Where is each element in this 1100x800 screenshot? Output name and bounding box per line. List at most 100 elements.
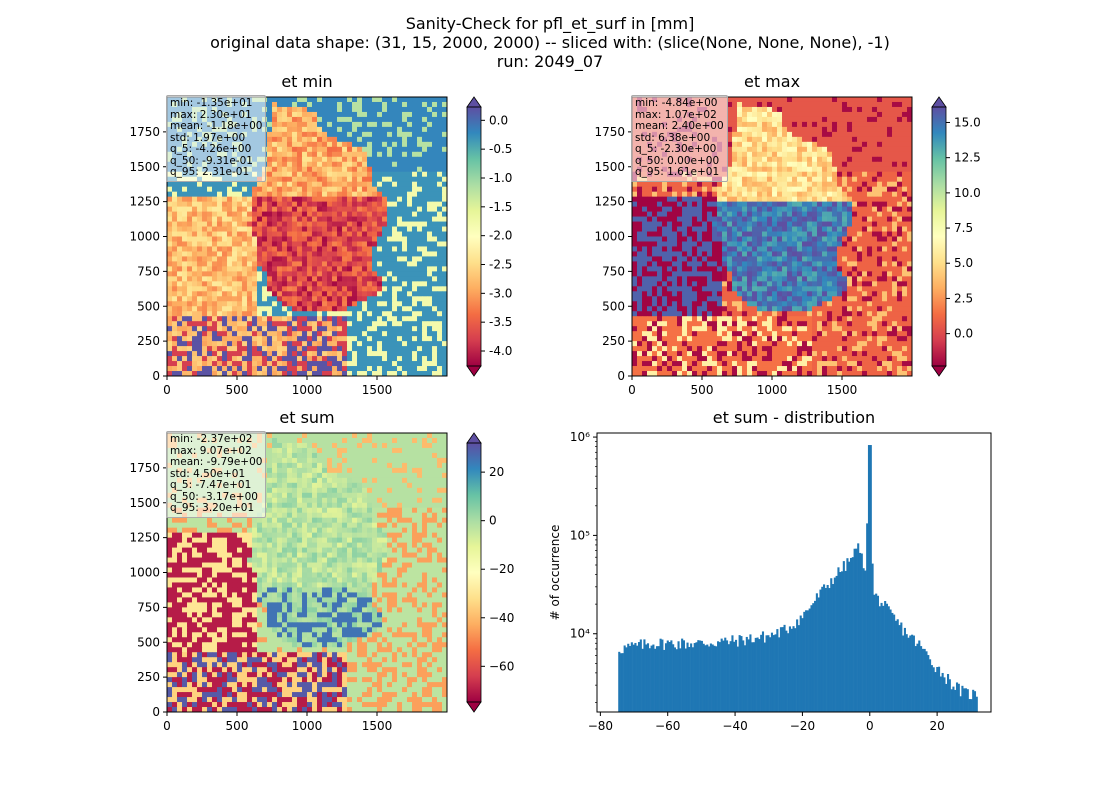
heatmap-cell — [282, 241, 288, 247]
heatmap-cell — [812, 131, 818, 138]
heatmap-cell — [407, 286, 413, 292]
panel-title-et-min: et min — [281, 72, 333, 91]
heatmap-cell — [742, 201, 748, 208]
heatmap-cell — [307, 136, 313, 143]
heatmap-cell — [202, 316, 208, 322]
heatmap-cell — [437, 121, 443, 128]
heatmap-cell — [432, 356, 438, 362]
heatmap-cell — [227, 346, 233, 352]
heatmap-cell — [222, 341, 228, 347]
heatmap-cell — [432, 346, 438, 352]
heatmap-cell — [317, 166, 323, 173]
heatmap-cell — [262, 316, 268, 322]
heatmap-cell — [662, 216, 668, 222]
heatmap-cell — [277, 166, 283, 173]
heatmap-cell — [652, 241, 658, 247]
heatmap-cell — [262, 321, 268, 327]
heatmap-cell — [322, 366, 328, 372]
heatmap-cell — [312, 371, 318, 377]
heatmap-cell — [382, 266, 388, 272]
heatmap-cell — [742, 181, 748, 188]
heatmap-cell — [637, 231, 643, 237]
heatmap-cell — [357, 366, 363, 372]
heatmap-cell — [717, 241, 723, 247]
heatmap-cell — [402, 266, 408, 272]
heatmap-cell — [272, 236, 278, 242]
heatmap-cell — [317, 141, 323, 148]
heatmap-cell — [227, 256, 233, 262]
heatmap-cell — [167, 216, 173, 222]
heatmap-cell — [442, 186, 448, 193]
heatmap-cell — [677, 191, 683, 198]
heatmap-cell — [402, 161, 408, 168]
heatmap-cell — [287, 201, 293, 208]
heatmap-cell — [902, 161, 908, 168]
heatmap-cell — [867, 141, 873, 148]
heatmap-cell — [187, 331, 193, 337]
heatmap-cell — [757, 221, 763, 227]
heatmap-cell — [877, 166, 883, 173]
heatmap-cell — [372, 221, 378, 227]
heatmap-cell — [267, 111, 273, 118]
heatmap-cell — [237, 201, 243, 208]
heatmap-cell — [367, 316, 373, 322]
heatmap-cell — [362, 276, 368, 282]
heatmap-cell — [427, 201, 433, 208]
heatmap-cell — [647, 201, 653, 208]
heatmap-cell — [907, 161, 913, 168]
heatmap-cell — [367, 141, 373, 148]
heatmap-cell — [787, 221, 793, 227]
heatmap-cell — [312, 166, 318, 173]
heatmap-cell — [217, 231, 223, 237]
heatmap-cell — [427, 161, 433, 168]
heatmap-cell — [347, 291, 353, 297]
heatmap-cell — [842, 196, 848, 203]
heatmap-cell — [397, 346, 403, 352]
heatmap-cell — [637, 236, 643, 242]
heatmap-cell — [432, 221, 438, 227]
heatmap-cell — [322, 151, 328, 158]
heatmap-cell — [782, 136, 788, 143]
heatmap-cell — [752, 221, 758, 227]
heatmap-cell — [302, 221, 308, 227]
heatmap-cell — [297, 111, 303, 118]
heatmap-cell — [287, 281, 293, 287]
heatmap-cell — [792, 141, 798, 148]
heatmap-cell — [322, 176, 328, 183]
heatmap-cell — [172, 186, 178, 193]
heatmap-cell — [757, 121, 763, 128]
heatmap-cell — [352, 146, 358, 153]
heatmap-cell — [352, 101, 358, 108]
heatmap-cell — [437, 341, 443, 347]
heatmap-cell — [782, 216, 788, 222]
heatmap-cell — [292, 286, 298, 292]
heatmap-cell — [327, 206, 333, 212]
heatmap-cell — [332, 306, 338, 312]
heatmap-cell — [817, 141, 823, 148]
heatmap-cell — [807, 191, 813, 198]
heatmap-cell — [272, 106, 278, 113]
heatmap-cell — [442, 276, 448, 282]
heatmap-cell — [662, 206, 668, 212]
heatmap-cell — [342, 136, 348, 143]
heatmap-cell — [317, 226, 323, 232]
heatmap-cell — [387, 141, 393, 148]
heatmap-cell — [282, 291, 288, 297]
heatmap-cell — [287, 156, 293, 163]
heatmap-cell — [672, 196, 678, 203]
heatmap-cell — [322, 131, 328, 138]
heatmap-cell — [387, 301, 393, 307]
heatmap-cell — [237, 206, 243, 212]
heatmap-cell — [332, 366, 338, 372]
heatmap-cell — [832, 186, 838, 193]
heatmap-cell — [882, 246, 888, 252]
heatmap-cell — [387, 231, 393, 237]
heatmap-cell — [287, 196, 293, 203]
heatmap-cell — [682, 246, 688, 252]
heatmap-cell — [827, 121, 833, 128]
heatmap-cell — [692, 186, 698, 193]
heatmap-cell — [217, 356, 223, 362]
heatmap-cell — [317, 366, 323, 372]
heatmap-cell — [217, 251, 223, 257]
heatmap-cell — [727, 116, 733, 123]
